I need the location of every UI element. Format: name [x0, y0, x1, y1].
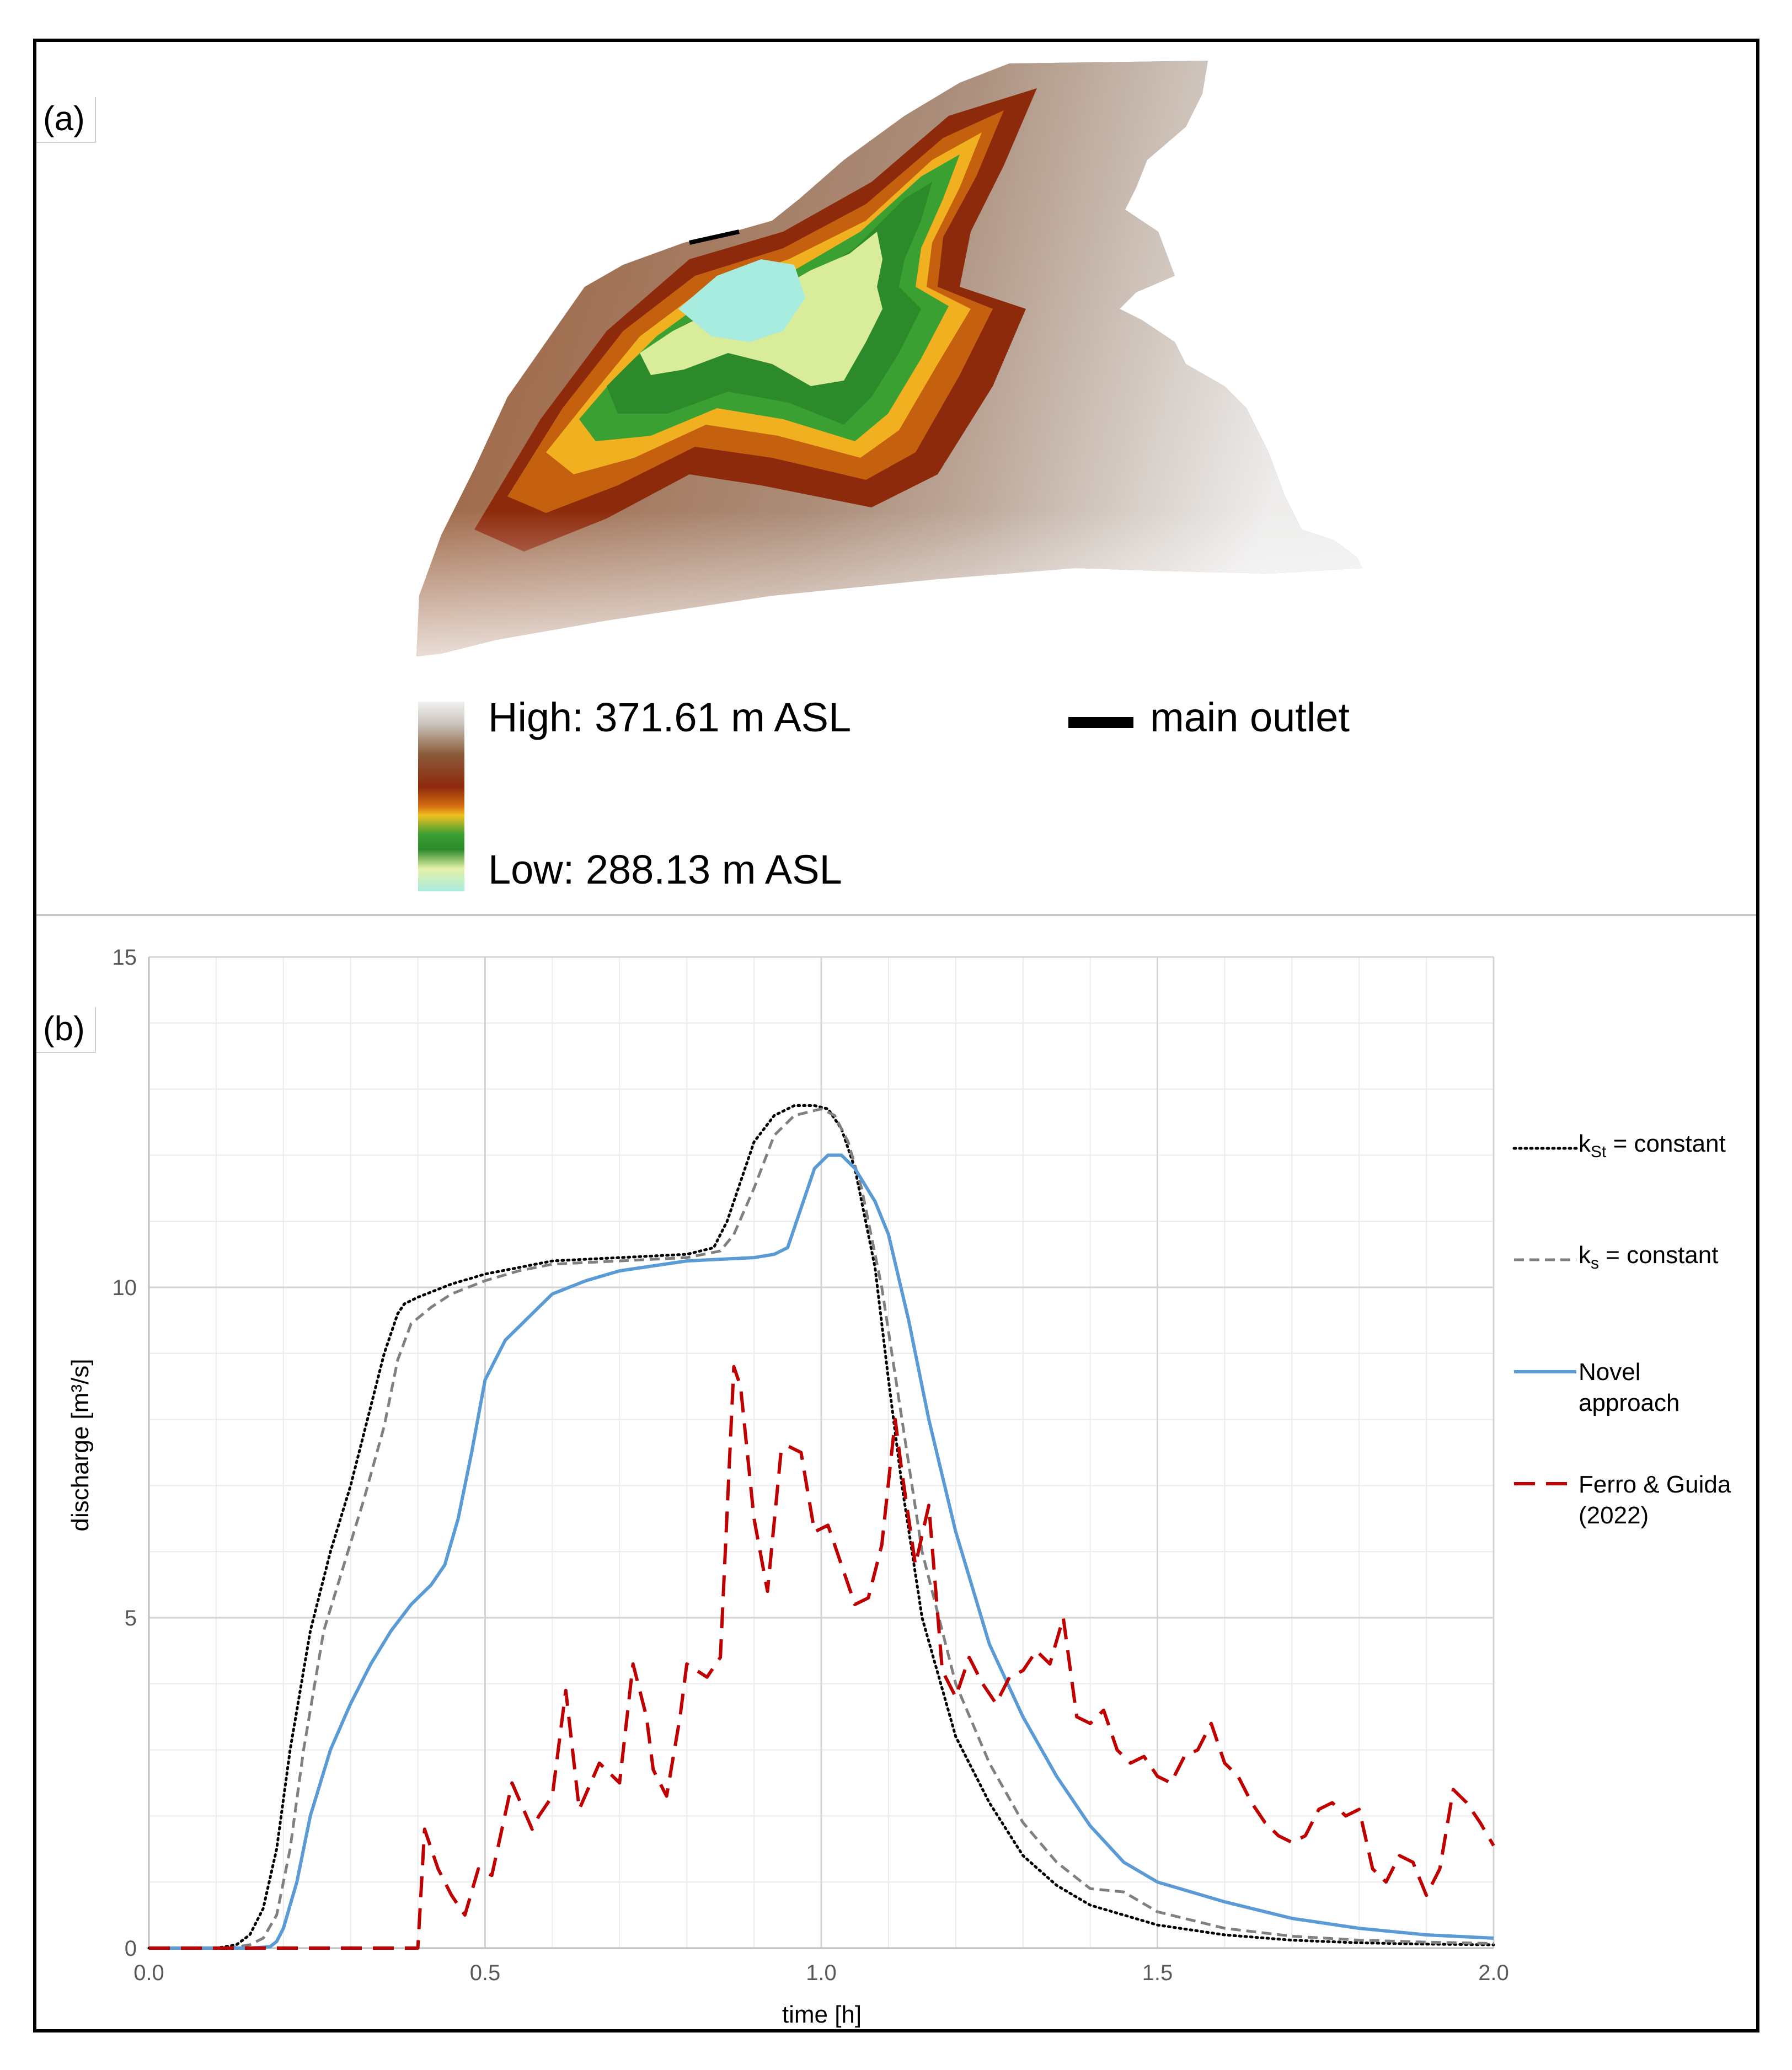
chart-grid: [148, 956, 1495, 1949]
chart-ticks: 0.0 0.5 1.0 1.5 2.0 0 5 10 15: [113, 945, 1509, 1985]
panel-a-label: (a): [36, 97, 96, 143]
legend-ks: ks = constant: [1579, 1240, 1718, 1279]
series-line-4: [149, 1365, 1495, 1950]
legend-ks-main: k: [1579, 1242, 1591, 1269]
legend-novel-line1: Novel: [1579, 1358, 1641, 1386]
chart-series: [147, 1104, 1495, 1950]
legend-kst: kSt = constant: [1579, 1128, 1726, 1168]
x-tick-label: 0.0: [133, 1961, 164, 1985]
panel-b-label: (b): [36, 1007, 96, 1053]
legend-novel-line2: approach: [1579, 1389, 1680, 1416]
y-tick-label: 10: [113, 1276, 137, 1300]
series-line-3: [149, 1153, 1494, 1950]
outlet-legend-swatch: [1068, 717, 1133, 728]
legend-ks-sub: s: [1591, 1254, 1599, 1272]
legend-kst-sub: St: [1591, 1142, 1607, 1161]
x-axis-title: time [h]: [782, 2001, 862, 2028]
legend-novel: Novel approach: [1579, 1357, 1679, 1419]
panel-divider: [36, 914, 1756, 916]
legend-ferro: Ferro & Guida (2022): [1579, 1469, 1731, 1531]
elevation-map: [416, 61, 1362, 656]
legend-outlet-label: main outlet: [1150, 694, 1350, 740]
legend-high-label: High: 371.61 m ASL: [488, 694, 852, 740]
x-tick-label: 2.0: [1478, 1961, 1509, 1985]
main-outlet-line: [689, 229, 740, 245]
x-tick-label: 1.5: [1142, 1961, 1173, 1985]
legend-kst-main: k: [1579, 1130, 1591, 1157]
legend-swatches: [1512, 1147, 1578, 1485]
elevation-colorbar: [418, 702, 464, 891]
legend-kst-rest: = constant: [1606, 1130, 1726, 1157]
x-tick-label: 0.5: [470, 1961, 501, 1985]
figure-frame: [33, 39, 1759, 2032]
legend-ferro-line1: Ferro & Guida: [1579, 1471, 1731, 1498]
y-tick-label: 5: [125, 1606, 137, 1630]
legend-low-label: Low: 288.13 m ASL: [488, 847, 842, 892]
y-axis-title: discharge [m³/s]: [67, 1359, 94, 1532]
y-tick-label: 15: [113, 945, 137, 970]
y-tick-label: 0: [125, 1937, 137, 1961]
x-tick-label: 1.0: [806, 1961, 837, 1985]
series-line-1: [147, 1104, 1495, 1950]
series-line-2: [149, 1108, 1494, 1950]
legend-ferro-line2: (2022): [1579, 1502, 1649, 1529]
legend-ks-rest: = constant: [1599, 1242, 1719, 1269]
